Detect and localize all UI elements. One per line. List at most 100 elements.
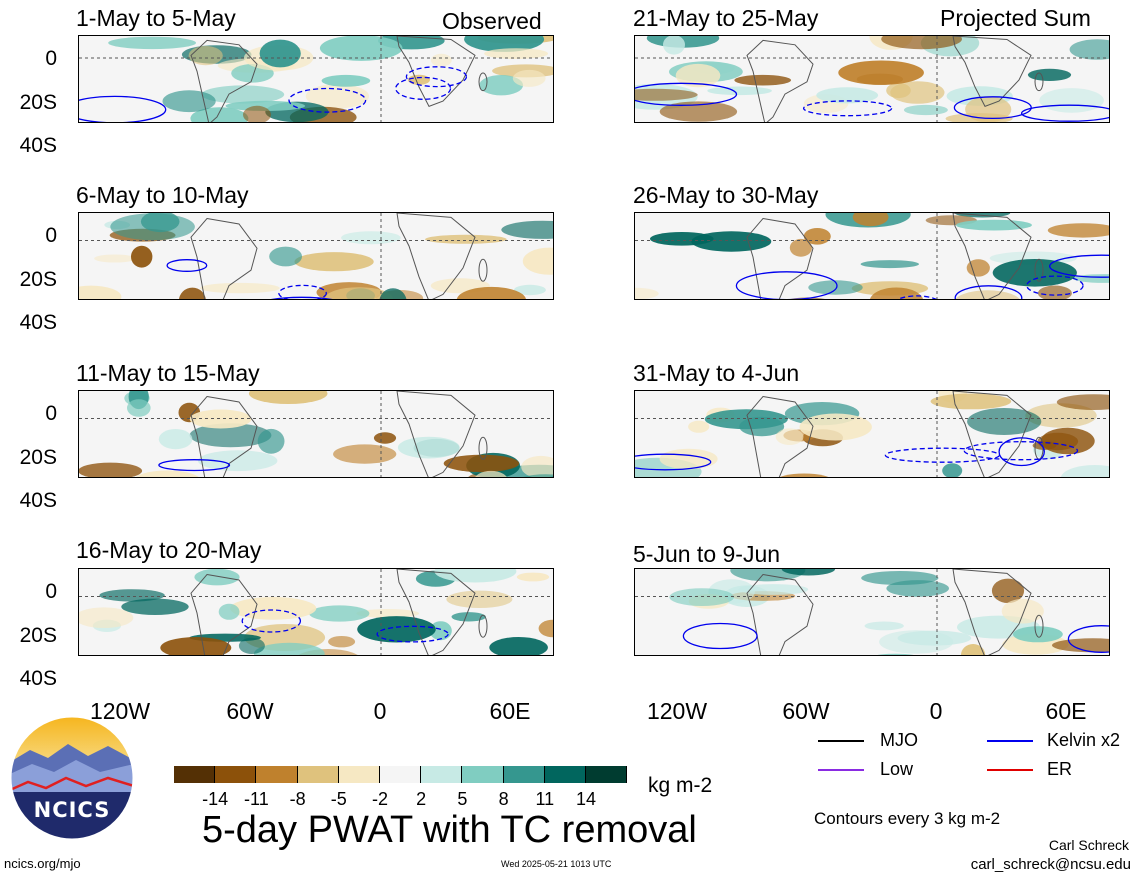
map-panel	[634, 390, 1110, 478]
x-tick: 60W	[782, 698, 830, 724]
pwat-anomaly-shading	[121, 598, 189, 615]
pwat-anomaly-shading	[991, 578, 1025, 603]
pwat-anomaly-shading	[194, 569, 240, 586]
pwat-anomaly-shading	[305, 84, 369, 109]
pwat-anomaly-shading	[110, 213, 195, 241]
map-panel	[78, 390, 554, 478]
pwat-anomaly-shading	[325, 287, 393, 299]
kelvin-contour	[884, 447, 1001, 463]
madagascar-outline	[478, 436, 488, 460]
pwat-anomaly-shading	[341, 231, 401, 245]
kelvin-contour	[802, 100, 893, 117]
pwat-anomaly-shading	[1037, 432, 1079, 451]
pwat-anomaly-shading	[965, 96, 1012, 122]
pwat-anomaly-shading	[691, 231, 772, 252]
x-tick: 60E	[489, 698, 531, 724]
madagascar-outline	[1034, 258, 1044, 282]
south-america-outline	[746, 217, 814, 299]
africa-outline	[952, 213, 1032, 299]
footer-timestamp: Wed 2025-05-21 1013 UTC	[501, 859, 612, 869]
colorbar-tick-label: -5	[330, 789, 347, 809]
pwat-anomaly-shading	[1047, 223, 1109, 238]
pwat-anomaly-shading	[669, 588, 734, 606]
pwat-anomaly-shading	[881, 36, 962, 50]
pwat-anomaly-shading	[238, 637, 265, 654]
pwat-anomaly-shading	[961, 644, 986, 655]
pwat-anomaly-shading	[522, 247, 553, 275]
pwat-anomaly-shading	[127, 399, 151, 417]
panel-title: 16-May to 20-May	[76, 537, 262, 563]
panel-title: 5-Jun to 9-Jun	[633, 541, 781, 567]
pwat-anomaly-shading	[864, 621, 904, 631]
colorbar-tick-label: -2	[371, 789, 389, 809]
pwat-anomaly-shading	[1060, 465, 1109, 477]
legend-label: Kelvin x2	[1047, 730, 1121, 750]
pwat-anomaly-shading	[860, 260, 919, 269]
pwat-anomaly-shading	[1069, 39, 1109, 60]
pwat-anomaly-shading	[513, 284, 546, 296]
pwat-anomaly-shading	[234, 298, 250, 299]
pwat-anomaly-shading	[218, 603, 240, 620]
pwat-anomaly-shading	[955, 290, 1020, 299]
pwat-anomaly-shading	[903, 104, 948, 116]
colorbar-tick-label: 14	[575, 789, 597, 809]
pwat-anomaly-shading	[131, 245, 153, 268]
x-tick: 60E	[1045, 698, 1087, 724]
observed-label: Observed	[442, 8, 542, 34]
colorbar-swatch	[380, 766, 422, 783]
madagascar-outline	[478, 72, 488, 92]
pwat-anomaly-shading	[1001, 598, 1044, 624]
pwat-anomaly-shading	[379, 288, 407, 299]
colorbar-tick-label: 8	[498, 789, 509, 809]
panel-title: 1-May to 5-May	[76, 5, 236, 31]
colorbar-tick-label: 2	[416, 789, 427, 809]
colorbar-swatch	[215, 766, 257, 783]
colorbar-swatch	[586, 766, 628, 783]
pwat-anomaly-shading	[635, 88, 698, 101]
kelvin-contour	[635, 453, 712, 471]
kelvin-contour	[270, 296, 333, 299]
pwat-anomaly-shading	[775, 428, 804, 445]
pwat-anomaly-shading	[108, 36, 196, 50]
colorbar-swatch	[544, 766, 586, 783]
kelvin-contour	[1020, 104, 1109, 122]
y-tick: 40S	[19, 489, 57, 512]
pwat-anomaly-shading	[136, 470, 199, 477]
pwat-anomaly-shading	[257, 428, 285, 454]
y-tick: 40S	[19, 134, 57, 157]
africa-outline	[952, 391, 1032, 477]
pwat-anomaly-shading	[162, 90, 216, 113]
x-tick: 60W	[226, 698, 274, 724]
pwat-anomaly-shading	[430, 53, 452, 67]
pwat-anomaly-shading	[443, 454, 520, 473]
pwat-anomaly-shading	[328, 636, 356, 648]
pwat-anomaly-shading	[704, 409, 788, 430]
south-america-outline	[190, 573, 258, 655]
y-tick: 0	[45, 224, 57, 247]
main-title: 5-day PWAT with TC removal	[202, 809, 697, 851]
south-america-outline	[746, 39, 814, 122]
pwat-anomaly-shading	[663, 36, 685, 55]
pwat-anomaly-shading	[94, 254, 136, 263]
pwat-anomaly-shading	[243, 105, 271, 122]
pwat-anomaly-shading	[434, 569, 517, 583]
pwat-anomaly-shading	[512, 69, 546, 87]
map-panel	[78, 568, 554, 656]
pwat-anomaly-shading	[225, 100, 306, 111]
madagascar-outline	[478, 258, 488, 282]
er-legend-line	[987, 769, 1033, 771]
panel-title: 6-May to 10-May	[76, 182, 249, 208]
footer-url: ncics.org/mjo	[4, 856, 81, 871]
y-tick: 40S	[19, 311, 57, 334]
kelvin-contour	[241, 609, 302, 633]
pwat-anomaly-shading	[79, 285, 122, 299]
colorbar-swatch	[338, 766, 380, 783]
ncics-logo: NCICS	[10, 716, 134, 840]
pwat-anomaly-shading	[738, 584, 809, 595]
pwat-anomaly-shading	[333, 444, 397, 464]
pwat-anomaly-shading	[158, 429, 193, 450]
pwat-anomaly-shading	[475, 470, 507, 477]
y-tick: 20S	[19, 91, 57, 114]
footer-email: carl_schreck@ncsu.edu	[970, 856, 1131, 873]
kelvin-contour	[79, 95, 167, 122]
